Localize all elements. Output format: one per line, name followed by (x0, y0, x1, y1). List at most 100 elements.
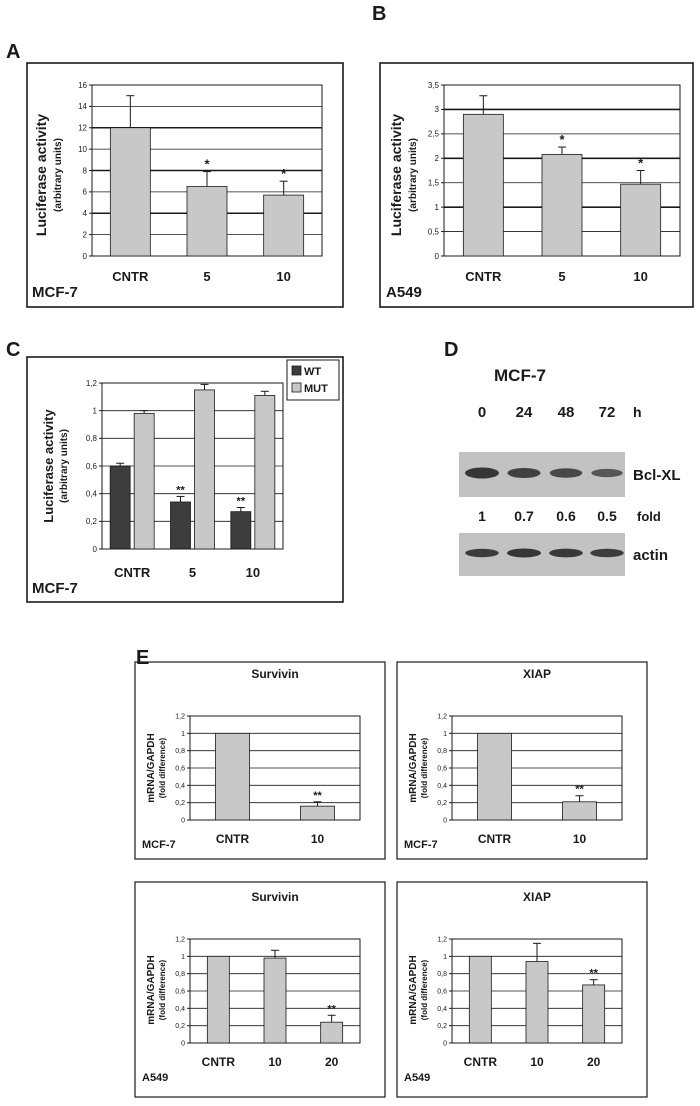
legend: WT MUT (286, 359, 340, 401)
y-tick-label: 0,8 (437, 971, 447, 978)
bar (562, 801, 597, 821)
category-label: 10 (311, 832, 325, 846)
y-tick-label: 1,5 (428, 179, 440, 188)
y-tick-label: 0 (443, 1040, 447, 1047)
blot-fold-label: fold (637, 509, 661, 524)
y-tick-label: 0 (443, 817, 447, 824)
y-axis-title: mRNA/GAPDH (146, 733, 157, 802)
y-tick-label: 10 (78, 145, 87, 154)
cell-line-label: MCF-7 (32, 580, 78, 597)
blot-actin-bands (465, 548, 624, 558)
y-tick-label: 1 (443, 954, 447, 961)
significance-mark: ** (589, 968, 598, 980)
y-tick-label: 0,8 (175, 748, 185, 755)
significance-mark: ** (313, 790, 322, 802)
blot-loading-label: actin (633, 547, 668, 564)
category-label: 20 (325, 1055, 339, 1069)
panel-b-frame (379, 62, 694, 308)
cell-line-label: MCF-7 (32, 284, 78, 301)
y-tick-label: 6 (83, 188, 88, 197)
blot-band-bclxl (549, 468, 583, 478)
y-axis-title: mRNA/GAPDH (408, 733, 419, 802)
category-label: 5 (558, 269, 565, 284)
blot-timepoint: 48 (558, 404, 575, 421)
y-axis-subtitle: (arbitrary units) (53, 138, 64, 212)
chart-b: 0 0,5 1 1,5 2 2,5 3 3,5 * * CNTR 5 10 A549 Luciferase … (386, 81, 681, 301)
y-tick-label: 0,2 (175, 1023, 185, 1030)
western-blot: MCF-7 0 24 48 72 h Bcl-XL 1 0.7 0.6 0.5 fold a… (459, 366, 681, 576)
y-tick-label: 1 (435, 203, 440, 212)
y-tick-label: 0,2 (86, 517, 98, 526)
category-label: 10 (246, 565, 260, 580)
bar (620, 183, 662, 257)
y-tick-label: 0,8 (437, 748, 447, 755)
category-label: 10 (573, 832, 587, 846)
blot-band-actin (549, 548, 583, 558)
y-tick-label: 0,4 (86, 489, 98, 498)
blot-fold-value: 0.5 (597, 508, 617, 524)
y-tick-label: 2 (435, 154, 440, 163)
y-axis-title: mRNA/GAPDH (146, 955, 157, 1024)
category-label: CNTR (202, 1055, 236, 1069)
bar (477, 732, 512, 821)
chart-title: XIAP (523, 667, 551, 681)
y-tick-label: 8 (83, 166, 88, 175)
y-axis-title: Luciferase activity (33, 114, 49, 236)
y-tick-label: 0,2 (437, 1023, 447, 1030)
bar-wt (170, 501, 191, 550)
y-tick-label: 0,8 (86, 434, 98, 443)
significance-mark: ** (237, 496, 246, 508)
bar (109, 127, 151, 257)
category-label: 5 (203, 269, 210, 284)
significance-mark: ** (575, 784, 584, 796)
category-label: 20 (587, 1055, 601, 1069)
y-tick-label: 2 (83, 230, 88, 239)
panel-letter-c: C (6, 339, 20, 361)
y-axis-title: mRNA/GAPDH (408, 955, 419, 1024)
blot-band-actin (590, 548, 624, 558)
y-tick-label: 0,5 (428, 227, 440, 236)
panel-e4-frame (396, 881, 648, 1098)
significance-mark: * (281, 166, 287, 181)
y-axis-title: Luciferase activity (41, 409, 56, 523)
y-tick-label: 0 (181, 817, 185, 824)
category-label: 5 (189, 565, 196, 580)
blot-fold-value: 0.6 (556, 508, 576, 524)
panel-c-frame (26, 356, 344, 603)
category-label: CNTR (478, 832, 512, 846)
category-label: CNTR (112, 269, 149, 284)
y-tick-label: 0,6 (437, 765, 447, 772)
y-tick-label: 3 (435, 105, 440, 114)
bar-mut (194, 389, 215, 550)
y-tick-label: 1,2 (437, 936, 447, 943)
legend-label-mut: MUT (304, 383, 328, 395)
chart-title: Survivin (251, 890, 298, 904)
y-tick-label: 0,4 (175, 1006, 185, 1013)
bar (263, 194, 305, 257)
bar (320, 1021, 344, 1044)
blot-time-unit: h (633, 404, 642, 420)
y-tick-label: 1,2 (175, 936, 185, 943)
y-tick-label: 0,2 (175, 800, 185, 807)
significance-mark: * (204, 157, 210, 172)
y-tick-label: 16 (78, 81, 87, 90)
y-tick-label: 0,4 (437, 1006, 447, 1013)
panel-e2-frame (396, 661, 648, 860)
y-tick-label: 0,6 (437, 988, 447, 995)
bar (541, 153, 583, 257)
y-tick-label: 0,4 (175, 783, 185, 790)
significance-mark: ** (176, 484, 185, 496)
y-axis-subtitle: (arbitrary units) (408, 138, 419, 212)
y-axis-title: Luciferase activity (388, 114, 404, 236)
panel-a-frame (26, 62, 344, 308)
y-tick-label: 1 (443, 731, 447, 738)
bar (300, 805, 335, 821)
y-axis-subtitle: (fold difference) (420, 737, 429, 798)
cell-line-label: A549 (404, 1072, 430, 1084)
y-tick-label: 0,2 (437, 800, 447, 807)
significance-mark: * (559, 132, 565, 147)
chart-e3-survivin-a549: 0 0,2 0,4 0,6 0,8 1 1,2 ** CNTR 10 20 A549 mRNA/GAPD… (142, 890, 361, 1084)
y-tick-label: 0,6 (86, 462, 98, 471)
chart-a: 0 2 4 6 8 10 12 14 16 * * CNTR 5 10 MCF-7 Luciferase ac… (32, 81, 323, 301)
